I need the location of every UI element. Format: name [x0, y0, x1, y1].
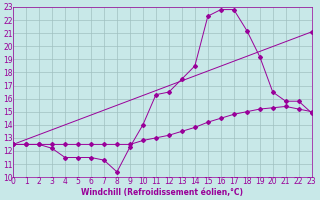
X-axis label: Windchill (Refroidissement éolien,°C): Windchill (Refroidissement éolien,°C) [81, 188, 244, 197]
